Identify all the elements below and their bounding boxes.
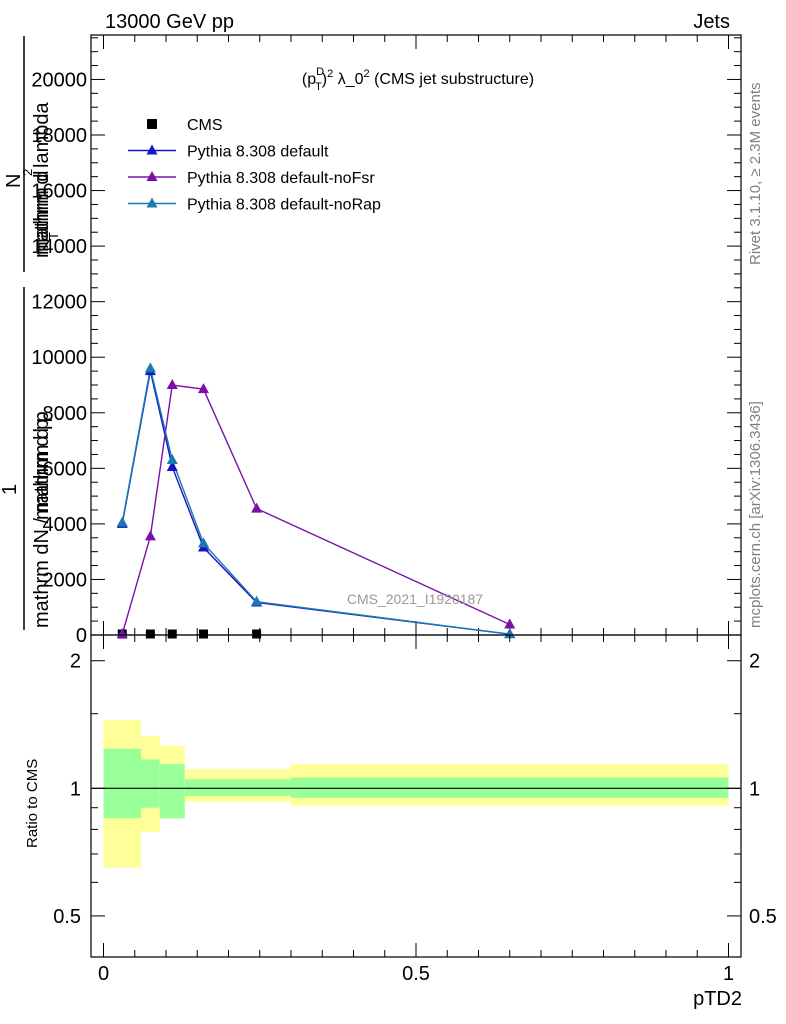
legend-label: Pythia 8.308 default-noRap xyxy=(187,197,381,214)
y-tick-label: 16000 xyxy=(31,181,87,203)
y-tick-label: 20000 xyxy=(31,69,87,91)
data-point xyxy=(167,629,177,639)
ratio-plot-panel: 0.5 0.5 1 1 2 2 0 0.5 1 xyxy=(53,634,777,985)
y-tick-label: 4000 xyxy=(43,514,88,536)
legend-marker xyxy=(147,119,157,129)
main-y-axis-label: mathrm d N 2 mathrm d lambda mathrm d p … xyxy=(0,36,61,630)
series-point xyxy=(116,628,128,639)
series-point xyxy=(144,530,156,541)
data-point xyxy=(199,629,208,639)
svg-text:T: T xyxy=(46,232,61,240)
y-tick-label: 14000 xyxy=(31,236,87,258)
svg-text:mathrm d p: mathrm d p xyxy=(31,419,53,520)
y-tick-label: 0 xyxy=(76,625,87,647)
x-tick-label: 1 xyxy=(723,963,734,985)
ratio-y-tick-label: 1 xyxy=(70,778,81,800)
series-point xyxy=(504,628,516,639)
data-point xyxy=(145,629,155,639)
ratio-band-inner xyxy=(103,748,141,819)
svg-text:mathrm d lambda: mathrm d lambda xyxy=(31,102,53,258)
main-plot-panel: 0 2000 4000 6000 8000 10000 12000 14000 16000 180… xyxy=(31,34,742,647)
legend-marker xyxy=(146,144,158,155)
y-tick-label: 6000 xyxy=(43,458,88,480)
legend-label: CMS xyxy=(187,117,223,134)
data-point xyxy=(252,629,262,639)
y-tick-label: 18000 xyxy=(31,125,87,147)
legend: CMS Pythia 8.308 default Pythia 8.308 defa… xyxy=(128,117,381,214)
series-point xyxy=(198,537,209,548)
plot-title: (pD T)2 λ_02 (CMS jet substructure) xyxy=(302,66,534,93)
watermark: CMS_2021_I1920187 xyxy=(347,591,483,607)
svg-text:mathrm d: mathrm d xyxy=(31,171,53,255)
legend-marker xyxy=(146,197,158,208)
ratio-y-tick-label: 2 xyxy=(70,651,81,673)
ratio-y-tick-label-right: 1 xyxy=(749,778,760,800)
series-point xyxy=(144,362,156,373)
x-tick-label: 0 xyxy=(98,963,109,985)
svg-text:N: N xyxy=(3,174,25,188)
y-tick-label: 12000 xyxy=(31,292,87,314)
svg-text:1: 1 xyxy=(0,484,21,495)
y-tick-label: 2000 xyxy=(43,569,88,591)
series-point xyxy=(166,454,178,464)
energy-label: 13000 GeV pp xyxy=(105,11,234,33)
ratio-band-inner xyxy=(291,777,729,798)
legend-label: Pythia 8.308 default xyxy=(187,144,329,161)
series-point xyxy=(166,460,178,471)
legend-label: Pythia 8.308 default-noFsr xyxy=(187,170,375,187)
y-tick-label: 10000 xyxy=(31,347,87,369)
x-tick-label: 0.5 xyxy=(402,963,430,985)
svg-text:2: 2 xyxy=(20,169,35,176)
series-point xyxy=(116,516,128,527)
ratio-y-tick-label-right: 0.5 xyxy=(749,906,777,928)
series-point xyxy=(251,502,263,513)
ratio-band-inner xyxy=(184,779,291,796)
series-point xyxy=(198,383,209,394)
series-line xyxy=(121,368,510,635)
mcplots-label: mcplots.cern.ch [arXiv:1306.3436] xyxy=(747,401,764,628)
legend-marker xyxy=(146,171,158,181)
ratio-y-tick-label-right: 2 xyxy=(749,651,760,673)
series-point xyxy=(251,595,263,606)
y-tick-label: 8000 xyxy=(43,403,88,425)
series-line xyxy=(121,384,511,635)
ratio-band-inner xyxy=(159,764,185,819)
series-point xyxy=(166,379,178,389)
ratio-band-inner xyxy=(141,759,160,808)
ratio-y-tick-label: 0.5 xyxy=(53,906,81,928)
svg-text:mathrm dN / mathrm d p: mathrm dN / mathrm d p xyxy=(31,411,53,628)
ratio-y-axis-label: Ratio to CMS xyxy=(24,759,41,848)
jets-label: Jets xyxy=(693,11,730,33)
series-point xyxy=(504,618,516,629)
x-axis-label: pTD2 xyxy=(693,988,742,1010)
rivet-label: Rivet 3.1.10, ≥ 2.3M events xyxy=(747,83,764,266)
